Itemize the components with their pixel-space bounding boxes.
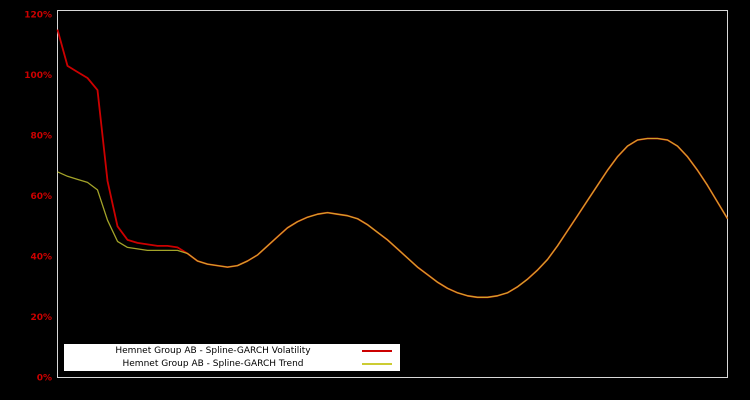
y-axis-tick-label: 100%: [24, 71, 52, 81]
legend-line-sample-trend: [362, 362, 392, 365]
series-line-volatility: [56, 29, 729, 299]
series-line-trend: [57, 137, 729, 298]
legend: Hemnet Group AB - Spline-GARCH Volatilit…: [64, 344, 400, 371]
y-axis-tick-label: 0%: [37, 374, 52, 384]
plot-border: [57, 10, 728, 378]
y-axis-tick-label: 60%: [30, 192, 52, 202]
legend-label-trend: Hemnet Group AB - Spline-GARCH Trend: [122, 358, 304, 369]
y-axis-tick-label: 120%: [24, 11, 52, 21]
legend-label-volatility: Hemnet Group AB - Spline-GARCH Volatilit…: [115, 346, 311, 357]
y-axis-tick-label: 80%: [30, 132, 52, 142]
y-axis-tick-label: 20%: [30, 313, 52, 323]
legend-item-volatility: Hemnet Group AB - Spline-GARCH Volatilit…: [64, 345, 400, 357]
legend-line-sample-volatility: [362, 350, 392, 353]
y-axis-tick-label: 40%: [30, 253, 52, 263]
legend-item-trend: Hemnet Group AB - Spline-GARCH Trend: [64, 358, 400, 370]
